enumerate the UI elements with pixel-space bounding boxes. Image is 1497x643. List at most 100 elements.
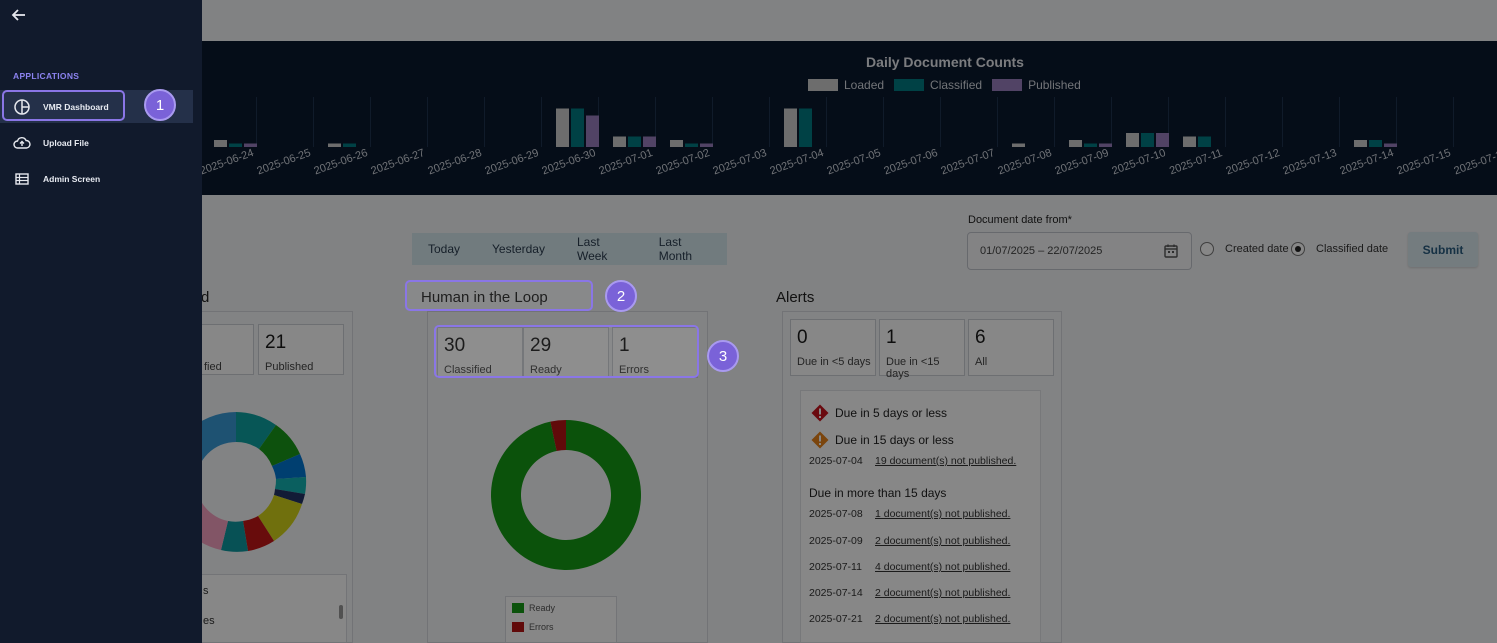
bar-classified[interactable] — [1141, 133, 1154, 147]
hitl-classified-label: Classified — [444, 364, 492, 376]
hitl-panel: 30 Classified 29 Ready 1 Errors — [427, 311, 708, 643]
bar-classified[interactable] — [685, 143, 698, 148]
hitl-ready-card[interactable]: 29 Ready — [523, 327, 609, 378]
legend-swatch-classified — [894, 79, 925, 91]
sidebar-item-label: Admin Screen — [43, 173, 101, 184]
left-panel-title: d — [201, 289, 210, 306]
calendar-icon[interactable] — [1163, 243, 1179, 259]
hitl-errors-count: 1 — [619, 335, 630, 356]
submit-button[interactable]: Submit — [1408, 232, 1478, 267]
created-date-label: Created date — [1225, 243, 1289, 255]
back-arrow-icon[interactable] — [10, 6, 28, 24]
donut-slice — [258, 495, 302, 541]
alert-due15-card[interactable]: 1 Due in <15 days — [879, 319, 965, 380]
hitl-title: Human in the Loop — [421, 289, 548, 306]
bar-loaded[interactable] — [1069, 140, 1082, 147]
donut-slice — [243, 516, 274, 551]
bar-published[interactable] — [586, 115, 599, 148]
legend-item-published[interactable]: Published — [992, 78, 1081, 92]
sidebar-item-label: VMR Dashboard — [43, 101, 109, 112]
tab-today[interactable]: Today — [428, 242, 461, 256]
classified-date-radio[interactable] — [1291, 242, 1305, 256]
alert-due5-card[interactable]: 0 Due in <5 days — [790, 319, 876, 376]
alert-link[interactable]: 2 document(s) not published. — [875, 535, 1011, 547]
sidebar-item-admin-screen[interactable]: Admin Screen — [0, 162, 193, 195]
bar-loaded[interactable] — [1126, 133, 1139, 147]
x-tick-label: 2025-06-28 — [426, 147, 483, 178]
bar-classified[interactable] — [1369, 140, 1382, 147]
bar-loaded[interactable] — [1354, 140, 1367, 147]
alert-link[interactable]: 19 document(s) not published. — [875, 455, 1017, 467]
chart-title: Daily Document Counts — [866, 54, 1024, 70]
alert-date: 2025-07-14 — [809, 587, 863, 599]
tab-yesterday[interactable]: Yesterday — [492, 242, 545, 256]
alert-link[interactable]: 2 document(s) not published. — [875, 587, 1011, 599]
bar-published[interactable] — [700, 143, 713, 148]
sidebar-item-upload-file[interactable]: Upload File — [0, 126, 193, 159]
x-tick-label: 2025-07-14 — [1338, 147, 1395, 178]
bar-loaded[interactable] — [670, 140, 683, 147]
x-tick-label: 2025-06-24 — [198, 147, 255, 178]
bar-published[interactable] — [244, 143, 257, 148]
hitl-classified-count: 30 — [444, 335, 466, 356]
tab-last-week[interactable]: Last Week — [576, 235, 608, 263]
hitl-legend-errors[interactable]: Errors — [512, 622, 554, 632]
table-icon — [15, 172, 29, 185]
legend-item-classified[interactable]: Classified — [894, 78, 982, 92]
x-tick-label: 2025-07-12 — [1224, 147, 1281, 178]
x-tick-label: 2025-06-27 — [369, 147, 426, 178]
bar-published[interactable] — [643, 136, 656, 148]
hitl-classified-card[interactable]: 30 Classified — [437, 327, 523, 378]
x-tick-label: 2025-07-10 — [1110, 147, 1167, 178]
hitl-donut-chart — [491, 420, 641, 570]
alert-link[interactable]: 2 document(s) not published. — [875, 613, 1011, 625]
bar-loaded[interactable] — [328, 143, 341, 148]
cloud-upload-icon — [13, 136, 31, 149]
published-stat-card[interactable]: 21 Published — [258, 324, 344, 375]
date-field-label-text: Document date from — [968, 214, 1068, 226]
left-legend-text-2: es — [203, 615, 215, 627]
bar-classified[interactable] — [343, 143, 356, 148]
hitl-legend-ready[interactable]: Ready — [512, 603, 555, 613]
bar-loaded[interactable] — [214, 140, 227, 147]
due15-heading-text: Due in 15 days or less — [835, 433, 954, 447]
alert-link[interactable]: 1 document(s) not published. — [875, 508, 1011, 520]
alert-all-card[interactable]: 6 All — [968, 319, 1054, 376]
bar-published[interactable] — [1099, 143, 1112, 148]
donut-slice — [221, 521, 248, 552]
x-tick-label: 2025-07-08 — [996, 147, 1053, 178]
due5-heading: Due in 5 days or less — [811, 404, 947, 422]
donut-slice-errors[interactable] — [550, 420, 566, 451]
bar-classified[interactable] — [1198, 136, 1211, 148]
bar-loaded[interactable] — [1183, 136, 1196, 148]
created-date-radio[interactable] — [1200, 242, 1214, 256]
x-tick-label: 2025-07-03 — [711, 147, 768, 178]
bar-chart-plot: 2025-06-24 2025-06-25 2025-06-26 2025-06-27… — [198, 97, 1497, 178]
bar-loaded[interactable] — [1012, 143, 1025, 148]
hitl-legend-errors-label: Errors — [529, 622, 554, 632]
bar-classified[interactable] — [571, 108, 584, 148]
donut-slice-ready[interactable] — [491, 420, 641, 570]
bar-classified[interactable] — [628, 136, 641, 148]
top-bar — [0, 0, 1497, 41]
bar-loaded[interactable] — [613, 136, 626, 148]
x-tick-label: 2025-07-09 — [1053, 147, 1110, 178]
bar-classified[interactable] — [799, 108, 812, 148]
alert-due5-count: 0 — [797, 327, 808, 348]
date-range-input[interactable]: 01/07/2025 – 22/07/2025 — [967, 232, 1192, 270]
bar-classified[interactable] — [1084, 143, 1097, 148]
x-tick-label: 2025-07-16 — [1452, 147, 1497, 178]
alert-link[interactable]: 4 document(s) not published. — [875, 561, 1011, 573]
category-donut-chart — [191, 412, 307, 552]
due-more-heading: Due in more than 15 days — [809, 486, 947, 500]
x-tick-label: 2025-07-15 — [1395, 147, 1452, 178]
bar-published[interactable] — [1384, 143, 1397, 148]
bar-classified[interactable] — [229, 143, 242, 148]
legend-item-loaded[interactable]: Loaded — [808, 78, 884, 92]
tab-last-month[interactable]: Last Month — [658, 235, 693, 263]
bar-loaded[interactable] — [784, 108, 797, 148]
legend-scrollbar[interactable] — [339, 605, 343, 619]
bar-loaded[interactable] — [556, 108, 569, 148]
x-tick-label: 2025-07-04 — [768, 147, 825, 178]
bar-published[interactable] — [1156, 133, 1169, 147]
